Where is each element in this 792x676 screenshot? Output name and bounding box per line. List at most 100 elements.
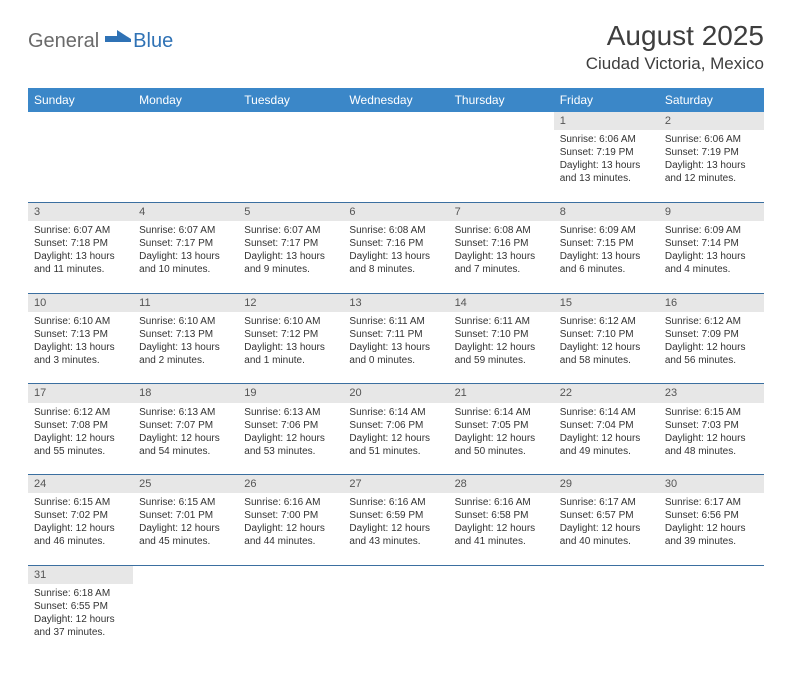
sunset-text: Sunset: 6:57 PM xyxy=(560,509,653,522)
sunrise-text: Sunrise: 6:16 AM xyxy=(244,496,337,509)
calendar-table: Sunday Monday Tuesday Wednesday Thursday… xyxy=(28,88,764,656)
day-number-cell xyxy=(238,565,343,584)
day1-text: Daylight: 12 hours xyxy=(665,341,758,354)
sunset-text: Sunset: 7:08 PM xyxy=(34,419,127,432)
sunset-text: Sunset: 7:06 PM xyxy=(349,419,442,432)
day-number-row: 10111213141516 xyxy=(28,293,764,312)
day-header-row: Sunday Monday Tuesday Wednesday Thursday… xyxy=(28,88,764,112)
day1-text: Daylight: 12 hours xyxy=(560,432,653,445)
day-cell: Sunrise: 6:15 AMSunset: 7:01 PMDaylight:… xyxy=(133,493,238,565)
day-number-cell: 13 xyxy=(343,293,448,312)
day-cell xyxy=(28,130,133,202)
day1-text: Daylight: 12 hours xyxy=(139,522,232,535)
sunrise-text: Sunrise: 6:11 AM xyxy=(455,315,548,328)
day-cell: Sunrise: 6:18 AMSunset: 6:55 PMDaylight:… xyxy=(28,584,133,656)
day-number-cell: 12 xyxy=(238,293,343,312)
day-number-cell: 29 xyxy=(554,475,659,494)
day-number-cell: 27 xyxy=(343,475,448,494)
sunset-text: Sunset: 7:10 PM xyxy=(455,328,548,341)
day1-text: Daylight: 13 hours xyxy=(560,250,653,263)
day-header: Monday xyxy=(133,88,238,112)
day-number-cell: 10 xyxy=(28,293,133,312)
day-number-cell: 11 xyxy=(133,293,238,312)
day-cell xyxy=(449,584,554,656)
day-cell: Sunrise: 6:14 AMSunset: 7:05 PMDaylight:… xyxy=(449,403,554,475)
day1-text: Daylight: 13 hours xyxy=(139,250,232,263)
sunrise-text: Sunrise: 6:09 AM xyxy=(665,224,758,237)
day-number-cell: 20 xyxy=(343,384,448,403)
day-cell xyxy=(343,584,448,656)
day2-text: and 3 minutes. xyxy=(34,354,127,367)
logo-text-general: General xyxy=(28,30,99,53)
sunrise-text: Sunrise: 6:09 AM xyxy=(560,224,653,237)
day-header: Sunday xyxy=(28,88,133,112)
day-number-cell: 6 xyxy=(343,202,448,221)
day1-text: Daylight: 12 hours xyxy=(665,522,758,535)
day-number-row: 17181920212223 xyxy=(28,384,764,403)
day1-text: Daylight: 12 hours xyxy=(349,522,442,535)
day1-text: Daylight: 12 hours xyxy=(560,341,653,354)
day-cell: Sunrise: 6:16 AMSunset: 6:58 PMDaylight:… xyxy=(449,493,554,565)
sunset-text: Sunset: 7:16 PM xyxy=(455,237,548,250)
day1-text: Daylight: 13 hours xyxy=(349,250,442,263)
sunrise-text: Sunrise: 6:15 AM xyxy=(139,496,232,509)
day-cell: Sunrise: 6:15 AMSunset: 7:02 PMDaylight:… xyxy=(28,493,133,565)
day-cell: Sunrise: 6:11 AMSunset: 7:11 PMDaylight:… xyxy=(343,312,448,384)
day-cell: Sunrise: 6:10 AMSunset: 7:13 PMDaylight:… xyxy=(28,312,133,384)
day-number-cell: 1 xyxy=(554,112,659,130)
day2-text: and 56 minutes. xyxy=(665,354,758,367)
day2-text: and 43 minutes. xyxy=(349,535,442,548)
logo-text-blue: Blue xyxy=(133,30,173,53)
day-number-cell: 5 xyxy=(238,202,343,221)
day1-text: Daylight: 13 hours xyxy=(244,341,337,354)
logo-flag-icon xyxy=(105,26,131,47)
day-cell xyxy=(238,130,343,202)
day1-text: Daylight: 12 hours xyxy=(665,432,758,445)
sunset-text: Sunset: 7:19 PM xyxy=(665,146,758,159)
day1-text: Daylight: 13 hours xyxy=(34,341,127,354)
day-number-cell xyxy=(554,565,659,584)
day-cell xyxy=(133,130,238,202)
day-cell: Sunrise: 6:13 AMSunset: 7:07 PMDaylight:… xyxy=(133,403,238,475)
day1-text: Daylight: 13 hours xyxy=(665,250,758,263)
sunrise-text: Sunrise: 6:12 AM xyxy=(665,315,758,328)
week-row: Sunrise: 6:18 AMSunset: 6:55 PMDaylight:… xyxy=(28,584,764,656)
day-number-cell: 16 xyxy=(659,293,764,312)
day2-text: and 48 minutes. xyxy=(665,445,758,458)
day-cell: Sunrise: 6:07 AMSunset: 7:18 PMDaylight:… xyxy=(28,221,133,293)
day-number-cell xyxy=(343,112,448,130)
day-cell xyxy=(133,584,238,656)
day-number-cell: 22 xyxy=(554,384,659,403)
day1-text: Daylight: 12 hours xyxy=(34,522,127,535)
day1-text: Daylight: 13 hours xyxy=(349,341,442,354)
week-row: Sunrise: 6:15 AMSunset: 7:02 PMDaylight:… xyxy=(28,493,764,565)
day-number-cell xyxy=(238,112,343,130)
day1-text: Daylight: 13 hours xyxy=(455,250,548,263)
day1-text: Daylight: 13 hours xyxy=(560,159,653,172)
sunrise-text: Sunrise: 6:07 AM xyxy=(139,224,232,237)
day2-text: and 46 minutes. xyxy=(34,535,127,548)
day1-text: Daylight: 12 hours xyxy=(455,341,548,354)
sunset-text: Sunset: 6:59 PM xyxy=(349,509,442,522)
sunset-text: Sunset: 7:17 PM xyxy=(139,237,232,250)
sunrise-text: Sunrise: 6:12 AM xyxy=(560,315,653,328)
day-number-cell: 2 xyxy=(659,112,764,130)
sunrise-text: Sunrise: 6:07 AM xyxy=(244,224,337,237)
day-cell: Sunrise: 6:08 AMSunset: 7:16 PMDaylight:… xyxy=(449,221,554,293)
sunset-text: Sunset: 7:03 PM xyxy=(665,419,758,432)
sunrise-text: Sunrise: 6:14 AM xyxy=(349,406,442,419)
sunset-text: Sunset: 7:18 PM xyxy=(34,237,127,250)
day2-text: and 44 minutes. xyxy=(244,535,337,548)
day2-text: and 4 minutes. xyxy=(665,263,758,276)
sunset-text: Sunset: 7:16 PM xyxy=(349,237,442,250)
day1-text: Daylight: 13 hours xyxy=(244,250,337,263)
day1-text: Daylight: 12 hours xyxy=(244,432,337,445)
logo: General Blue xyxy=(28,20,173,57)
week-row: Sunrise: 6:06 AMSunset: 7:19 PMDaylight:… xyxy=(28,130,764,202)
day-cell: Sunrise: 6:12 AMSunset: 7:08 PMDaylight:… xyxy=(28,403,133,475)
title-block: August 2025 Ciudad Victoria, Mexico xyxy=(586,20,764,74)
sunset-text: Sunset: 7:12 PM xyxy=(244,328,337,341)
day-number-row: 24252627282930 xyxy=(28,475,764,494)
day2-text: and 10 minutes. xyxy=(139,263,232,276)
day-number-cell: 23 xyxy=(659,384,764,403)
